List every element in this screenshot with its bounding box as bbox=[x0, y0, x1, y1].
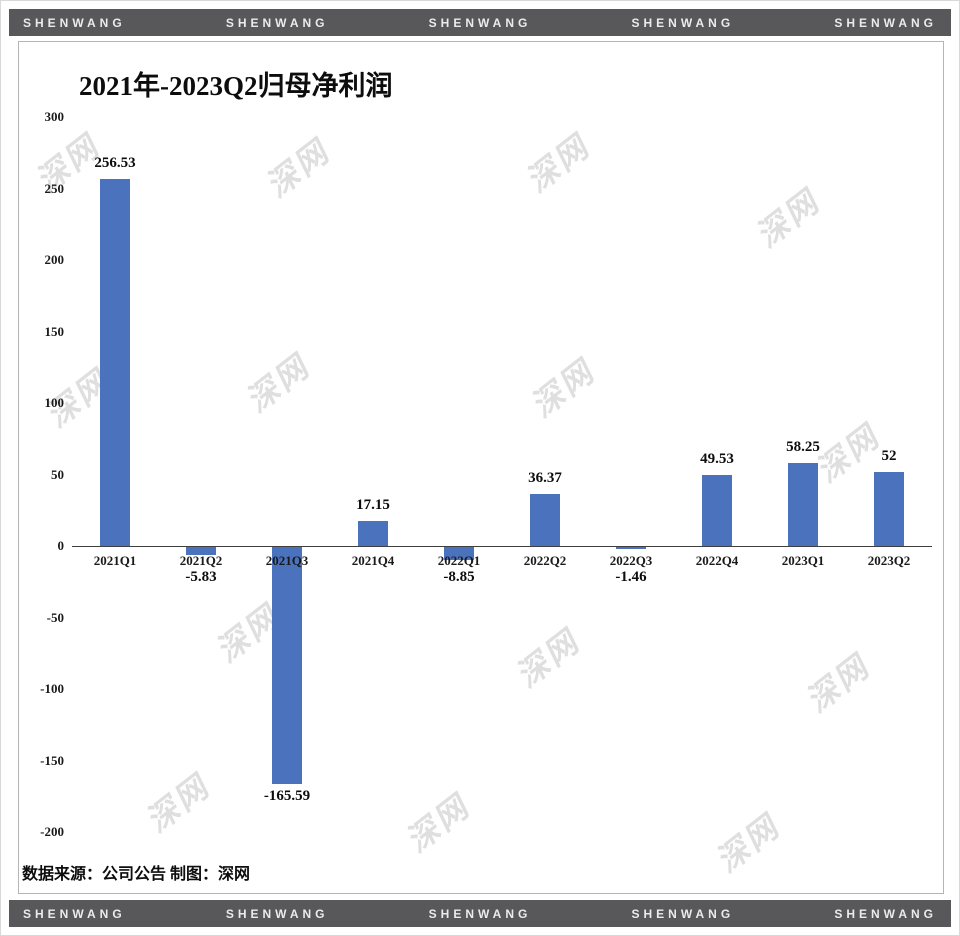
banner-text: SHENWANG bbox=[23, 15, 126, 30]
bottom-banner: SHENWANG SHENWANG SHENWANG SHENWANG SHEN… bbox=[9, 900, 951, 927]
bar-2022Q3 bbox=[616, 547, 646, 550]
chart-title: 2021年-2023Q2归母净利润 bbox=[79, 71, 393, 101]
bar-2021Q4 bbox=[358, 521, 388, 546]
x-axis-label-2021Q3: 2021Q3 bbox=[265, 553, 309, 568]
bar-2022Q1 bbox=[444, 547, 474, 560]
y-axis-tick: -50 bbox=[46, 609, 64, 625]
bar-2021Q3 bbox=[272, 547, 302, 784]
data-label-2021Q2: -5.83 bbox=[185, 569, 217, 585]
data-label-2021Q3: -165.59 bbox=[263, 787, 311, 804]
banner-text: SHENWANG bbox=[834, 15, 937, 30]
bar-2021Q2 bbox=[186, 547, 216, 556]
y-axis-tick: -200 bbox=[40, 824, 64, 839]
top-banner: SHENWANG SHENWANG SHENWANG SHENWANG SHEN… bbox=[9, 9, 951, 36]
x-axis-label-2022Q2: 2022Q2 bbox=[523, 553, 567, 568]
x-axis-label-2022Q4: 2022Q4 bbox=[695, 553, 739, 568]
x-axis-line bbox=[72, 546, 932, 547]
y-axis-tick: -100 bbox=[40, 681, 64, 696]
banner-text: SHENWANG bbox=[631, 15, 735, 30]
bar-2023Q2 bbox=[874, 471, 904, 546]
x-axis-label-2023Q2: 2023Q2 bbox=[867, 553, 911, 568]
data-label-2021Q4: 17.15 bbox=[356, 497, 390, 514]
x-axis-label-2022Q1: 2022Q1 bbox=[437, 553, 481, 568]
source-note: 数据来源：公司公告 制图：深网 bbox=[22, 866, 251, 883]
y-axis-tick: 200 bbox=[44, 252, 65, 267]
y-axis-tick: 100 bbox=[44, 395, 65, 410]
x-axis-label-2021Q4: 2021Q4 bbox=[351, 553, 395, 568]
y-axis-tick: 250 bbox=[44, 180, 65, 196]
banner-text: SHENWANG bbox=[428, 906, 532, 921]
banner-text: SHENWANG bbox=[225, 906, 329, 921]
bar-2022Q4 bbox=[702, 475, 732, 546]
y-axis-tick: 0 bbox=[57, 538, 65, 553]
bar-2021Q1 bbox=[100, 179, 130, 546]
data-label-2021Q1: 256.53 bbox=[94, 155, 136, 172]
y-axis-tick: 300 bbox=[44, 109, 65, 124]
y-axis-tick: 50 bbox=[51, 466, 64, 482]
bar-2022Q2 bbox=[530, 493, 560, 546]
x-axis-label-2021Q2: 2021Q2 bbox=[179, 553, 223, 568]
x-axis-label-2021Q1: 2021Q1 bbox=[93, 553, 137, 568]
plot-area: 300 250 200 150 100 50 0 -50 -100 -150 -200 2021Q1 2… bbox=[40, 109, 932, 839]
data-label-2022Q3: -1.46 bbox=[615, 569, 647, 585]
banner-text: SHENWANG bbox=[225, 15, 329, 30]
y-axis-tick: 150 bbox=[44, 323, 65, 339]
x-axis-label-2023Q1: 2023Q1 bbox=[781, 553, 825, 568]
data-label-2022Q4: 49.53 bbox=[700, 451, 734, 468]
data-label-2022Q2: 36.37 bbox=[528, 469, 562, 486]
x-axis-label-2022Q3: 2022Q3 bbox=[609, 553, 653, 568]
y-axis-tick: -150 bbox=[40, 752, 64, 768]
chart-panel: 深网 深网 深网 深网 深网 深网 深网 深网 深网 深网 深网 深网 深网 深网 2021年-2023Q… bbox=[18, 41, 944, 894]
banner-text: SHENWANG bbox=[631, 906, 735, 921]
banner-text: SHENWANG bbox=[23, 906, 126, 921]
bar-2023Q1 bbox=[788, 462, 818, 546]
banner-text: SHENWANG bbox=[834, 906, 937, 921]
data-label-2023Q2: 52 bbox=[881, 447, 897, 464]
data-label-2023Q1: 58.25 bbox=[786, 438, 820, 455]
data-label-2022Q1: -8.85 bbox=[443, 569, 475, 585]
banner-text: SHENWANG bbox=[428, 15, 532, 30]
